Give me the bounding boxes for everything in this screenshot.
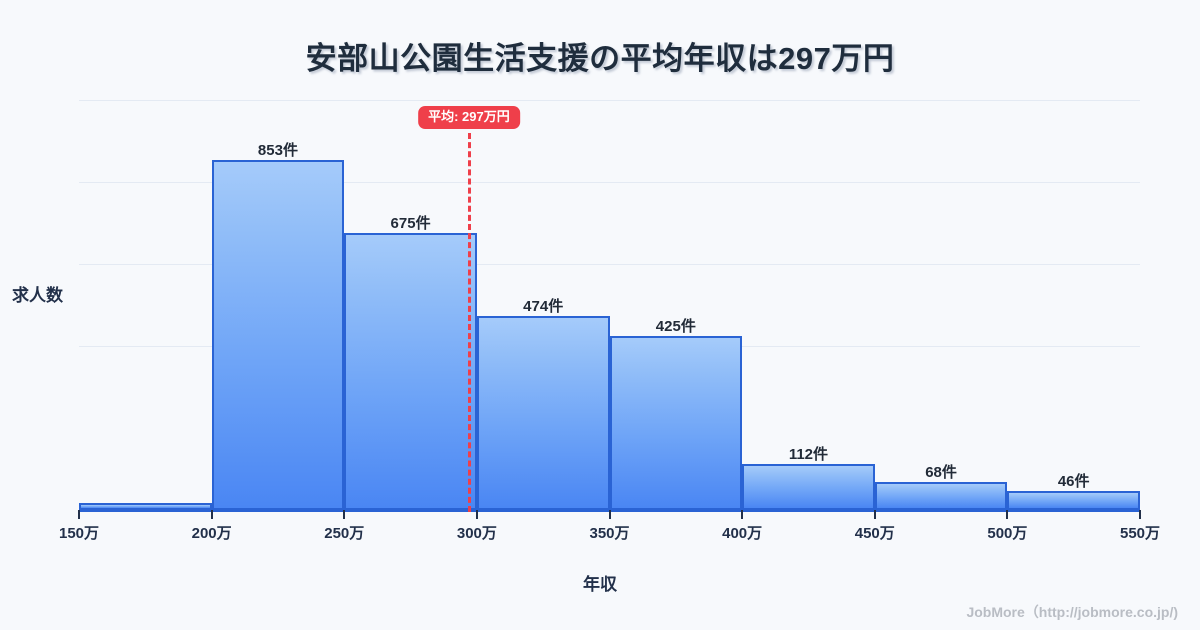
bar[interactable] bbox=[609, 335, 743, 510]
chart-title: 安部山公園生活支援の平均年収は297万円 bbox=[305, 41, 895, 76]
bar[interactable] bbox=[874, 482, 1008, 510]
footer-credit: JobMore（http://jobmore.co.jp/) bbox=[966, 604, 1178, 620]
average-badge: 平均: 297万円 bbox=[418, 106, 520, 129]
bar[interactable] bbox=[211, 160, 345, 510]
x-axis-tick-label: 400万 bbox=[722, 525, 763, 542]
bar[interactable] bbox=[79, 502, 212, 510]
x-axis-tick bbox=[475, 510, 478, 519]
x-axis-tick-label: 200万 bbox=[191, 525, 232, 542]
x-axis-tick bbox=[78, 510, 80, 519]
bar[interactable] bbox=[344, 233, 477, 510]
bar-value-label: 46件 bbox=[1057, 473, 1090, 491]
x-axis-tick bbox=[343, 510, 346, 519]
average-line-marker bbox=[467, 133, 471, 512]
bar-value-label: 853件 bbox=[257, 142, 298, 160]
gridline bbox=[79, 264, 1140, 265]
bar-value-label: 112件 bbox=[788, 446, 829, 464]
bar[interactable] bbox=[476, 315, 610, 510]
x-axis-tick bbox=[608, 510, 611, 519]
bar-value-label: 675件 bbox=[390, 215, 431, 233]
x-axis-tick bbox=[210, 510, 213, 519]
x-axis-tick-label: 550万 bbox=[1119, 525, 1161, 542]
x-axis-tick-label: 500万 bbox=[987, 525, 1028, 542]
x-axis-tick-label: 250万 bbox=[324, 525, 365, 542]
gridline bbox=[79, 100, 1140, 101]
bar-value-label: 68件 bbox=[925, 464, 957, 482]
x-axis-tick bbox=[741, 510, 744, 519]
x-axis-tick-label: 450万 bbox=[854, 525, 895, 542]
x-axis-tick-label: 150万 bbox=[58, 525, 100, 542]
bar-value-label: 474件 bbox=[523, 297, 564, 315]
x-axis-tick bbox=[1139, 510, 1141, 519]
bar-value-label: 425件 bbox=[655, 317, 696, 335]
plot-area: 853件 675件 474件 425件 112件 68件 46件 bbox=[79, 100, 1140, 510]
bar[interactable] bbox=[1007, 491, 1140, 510]
x-axis-title: 年収 bbox=[583, 575, 617, 594]
bar[interactable] bbox=[742, 464, 875, 510]
x-axis-tick-label: 300万 bbox=[456, 525, 497, 542]
x-axis-tick bbox=[1006, 510, 1009, 519]
gridline bbox=[79, 182, 1140, 183]
x-axis-tick-label: 350万 bbox=[589, 525, 630, 542]
y-axis-title: 求人数 bbox=[12, 286, 63, 305]
x-axis-tick bbox=[873, 510, 876, 519]
